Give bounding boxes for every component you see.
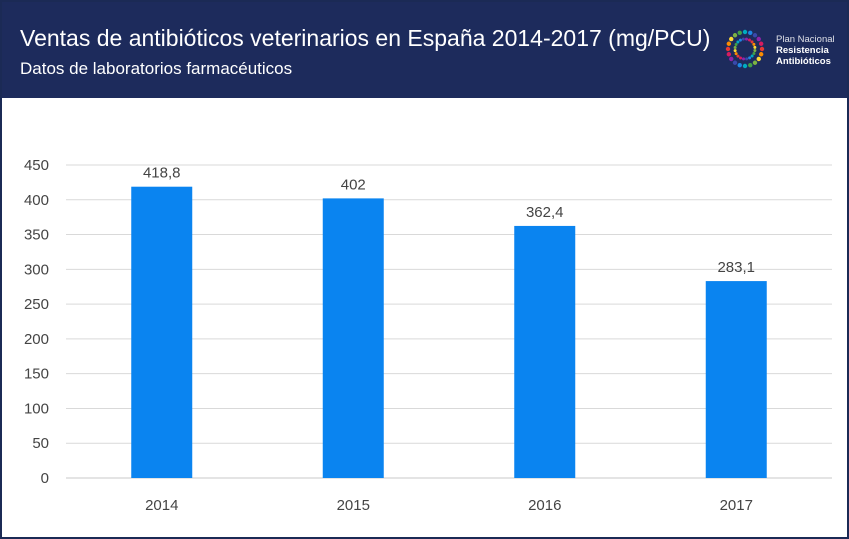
- logo-line-3: Antibióticos: [776, 56, 831, 67]
- y-tick-label: 250: [24, 296, 49, 313]
- y-tick-label: 100: [24, 400, 49, 417]
- logo-line-2: Resistencia: [776, 45, 829, 56]
- logo-text: Plan Nacional Resistencia Antibióticos: [776, 34, 835, 67]
- y-axis-ticks: 0 50 100 150 200 250 300 350 400 450: [24, 157, 49, 487]
- y-tick-label: 450: [24, 157, 49, 174]
- y-tick-label: 0: [41, 470, 49, 487]
- plan-nacional-logo: Plan Nacional Resistencia Antibióticos: [722, 26, 842, 76]
- y-tick-label: 50: [32, 435, 49, 452]
- bar-chart: 0 50 100 150 200 250 300 350 400 450 418,8 402 362,…: [24, 157, 832, 514]
- chart-title: Ventas de antibióticos veterinarios en E…: [20, 25, 711, 51]
- x-tick-label-2015: 2015: [337, 497, 370, 514]
- bars: [131, 186, 767, 478]
- grid-lines: [66, 164, 832, 479]
- bar-2015: [322, 198, 384, 478]
- x-axis-ticks: 2014 2015 2016 2017: [145, 497, 753, 514]
- data-label-2017: 283,1: [717, 259, 755, 276]
- y-tick-label: 400: [24, 192, 49, 209]
- bar-2017: [705, 281, 767, 478]
- chart-subtitle: Datos de laboratorios farmacéuticos: [20, 59, 293, 78]
- logo-ring-icon: [725, 29, 765, 69]
- bar-2016: [514, 225, 576, 478]
- data-label-2014: 418,8: [143, 165, 181, 182]
- y-tick-label: 150: [24, 366, 49, 383]
- chart-header: Ventas de antibióticos veterinarios en E…: [2, 2, 847, 98]
- data-label-2016: 362,4: [526, 204, 564, 221]
- x-tick-label-2017: 2017: [720, 497, 753, 514]
- x-tick-label-2016: 2016: [528, 497, 561, 514]
- data-label-2015: 402: [341, 176, 366, 193]
- x-tick-label-2014: 2014: [145, 497, 178, 514]
- logo-line-1: Plan Nacional: [776, 34, 835, 45]
- data-labels: 418,8 402 362,4 283,1: [143, 165, 755, 276]
- y-tick-label: 300: [24, 261, 49, 278]
- y-tick-label: 200: [24, 331, 49, 348]
- bar-2014: [131, 186, 193, 478]
- y-tick-label: 350: [24, 227, 49, 244]
